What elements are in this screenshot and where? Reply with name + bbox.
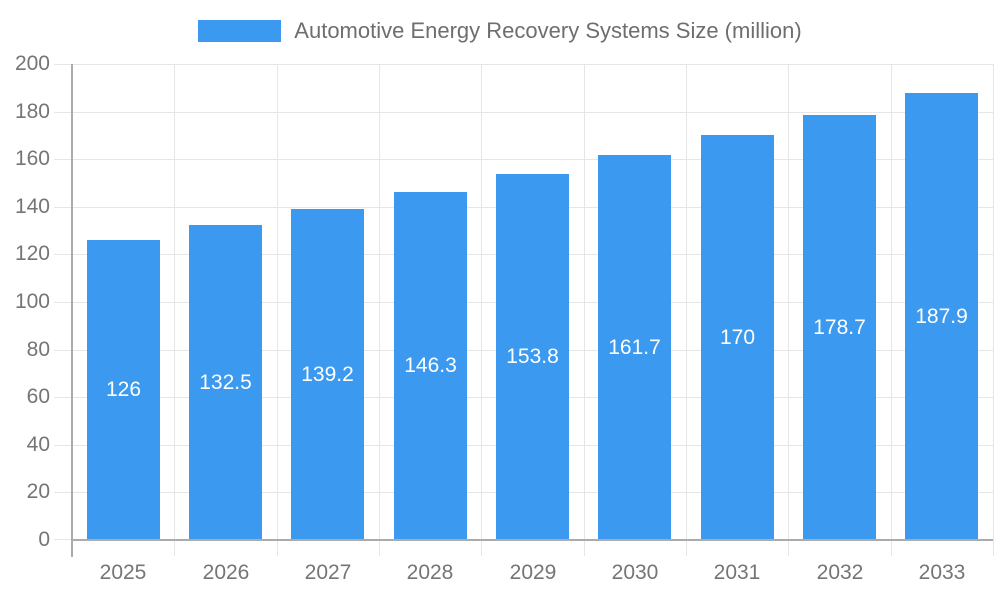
y-tick-label: 200	[14, 52, 50, 75]
y-tick-label: 0	[38, 528, 50, 551]
bar-value-label: 126	[105, 378, 142, 401]
bar[interactable]: 170	[701, 135, 774, 540]
x-tick-label: 2028	[406, 561, 454, 584]
x-tick-label: 2031	[713, 561, 761, 584]
x-tick-label: 2027	[304, 561, 352, 584]
v-gridline	[788, 64, 789, 540]
bar-value-label: 178.7	[813, 315, 866, 339]
bar-value-label: 161.7	[608, 335, 661, 359]
y-tick-label: 100	[14, 290, 50, 313]
y-tick-label: 140	[14, 195, 50, 218]
y-axis-line	[71, 64, 73, 557]
v-gridline	[686, 64, 687, 540]
legend-label: Automotive Energy Recovery Systems Size …	[294, 18, 802, 43]
bar-value-label: 132.5	[199, 370, 252, 394]
v-gridline	[174, 64, 175, 540]
y-tick-label: 40	[26, 433, 50, 456]
x-tick	[993, 540, 994, 556]
x-tick-label: 2026	[202, 561, 250, 584]
bar[interactable]: 178.7	[803, 115, 876, 540]
bar[interactable]: 146.3	[394, 192, 467, 540]
bar[interactable]: 153.8	[496, 174, 569, 540]
x-tick-label: 2030	[611, 561, 659, 584]
y-tick-label: 180	[14, 100, 50, 123]
bar[interactable]: 132.5	[189, 225, 262, 540]
x-axis-line	[72, 539, 993, 541]
x-tick	[174, 540, 175, 556]
bar[interactable]: 126	[87, 240, 160, 540]
y-tick-label: 80	[26, 338, 50, 361]
v-gridline	[993, 64, 994, 540]
x-tick	[891, 540, 892, 556]
x-tick	[788, 540, 789, 556]
x-tick-label: 2032	[816, 561, 864, 584]
x-tick	[481, 540, 482, 556]
bar-value-label: 187.9	[915, 304, 968, 328]
x-tick	[277, 540, 278, 556]
y-tick	[54, 539, 72, 540]
x-tick-label: 2025	[99, 561, 147, 584]
v-gridline	[481, 64, 482, 540]
x-tick	[686, 540, 687, 556]
bar[interactable]: 161.7	[598, 155, 671, 540]
v-gridline	[891, 64, 892, 540]
x-tick-label: 2029	[509, 561, 557, 584]
y-tick-label: 160	[14, 147, 50, 170]
y-tick-label: 120	[14, 242, 50, 265]
bar[interactable]: 187.9	[905, 93, 978, 540]
x-tick	[584, 540, 585, 556]
y-tick-label: 60	[26, 385, 50, 408]
bar[interactable]: 139.2	[291, 209, 364, 540]
v-gridline	[277, 64, 278, 540]
bar-value-label: 146.3	[404, 354, 457, 377]
x-tick	[379, 540, 380, 556]
bar-value-label: 153.8	[506, 345, 559, 368]
h-gridline	[54, 112, 993, 113]
legend-swatch-icon	[198, 20, 282, 42]
x-tick-label: 2033	[918, 561, 966, 584]
legend-item[interactable]: Automotive Energy Recovery Systems Size …	[0, 16, 1000, 46]
y-tick-label: 20	[26, 480, 50, 503]
h-gridline	[54, 64, 993, 65]
v-gridline	[379, 64, 380, 540]
bar-value-label: 170	[719, 325, 756, 349]
bar-value-label: 139.2	[301, 362, 354, 386]
v-gridline	[584, 64, 585, 540]
